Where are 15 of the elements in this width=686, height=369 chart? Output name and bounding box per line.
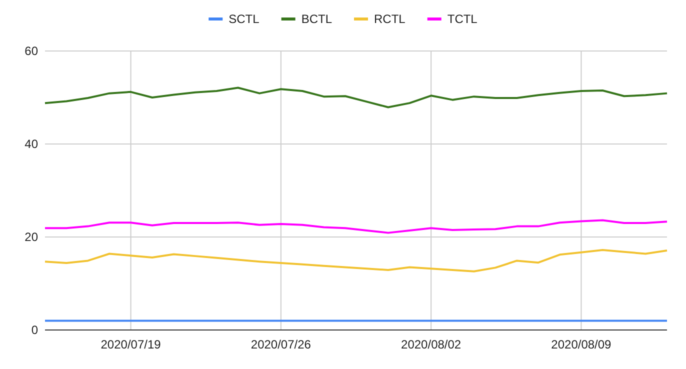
y-tick-label: 20 [24, 230, 38, 244]
legend-label: TCTL [447, 12, 478, 26]
line-series [44, 249, 668, 272]
legend-label: BCTL [301, 12, 332, 26]
y-tick-label: 60 [24, 44, 38, 58]
line-series [44, 86, 668, 108]
x-tick-label: 2020/08/09 [551, 338, 612, 352]
x-tick-label: 2020/07/26 [250, 338, 312, 352]
y-tick-label: 0 [31, 322, 38, 337]
legend-label: RCTL [374, 12, 406, 26]
y-tick-label: 40 [24, 136, 38, 151]
x-tick-label: 2020/07/19 [100, 338, 162, 352]
legend-label: SCTL [228, 12, 260, 26]
line-series [44, 219, 668, 234]
x-tick-label: 2020/08/02 [401, 338, 462, 352]
